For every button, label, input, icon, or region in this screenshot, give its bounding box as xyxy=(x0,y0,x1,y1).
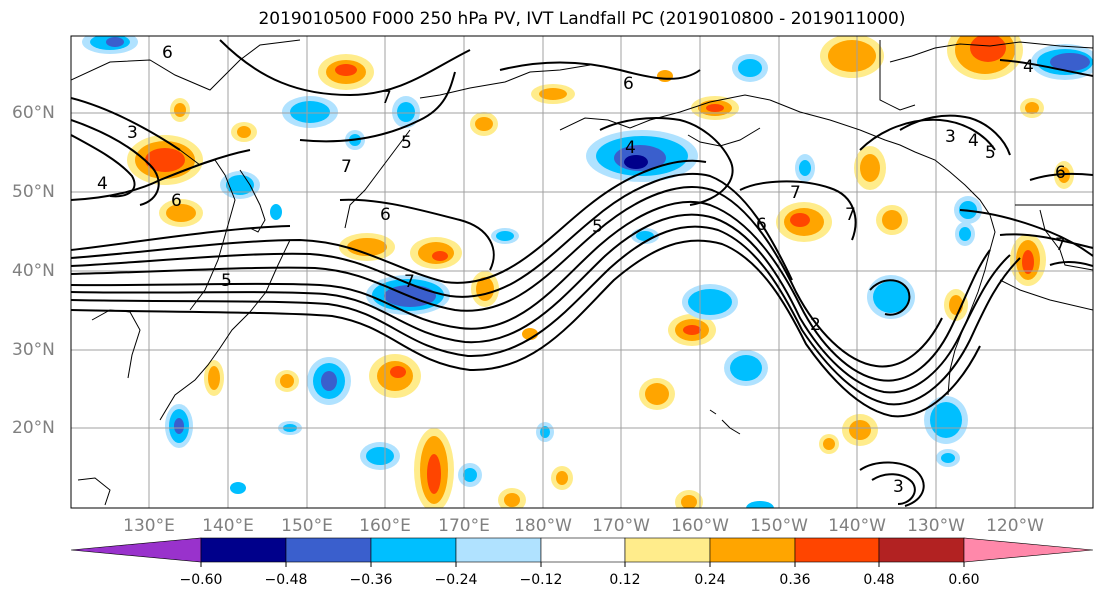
lat-label: 50°N xyxy=(12,182,55,202)
colorbar xyxy=(70,537,1094,563)
contour-label: 6 xyxy=(380,205,391,225)
lon-label: 180°W xyxy=(514,516,572,536)
colorbar-tick-label: −0.60 xyxy=(179,572,223,588)
contour-label: 4 xyxy=(97,174,108,194)
colorbar-tick-label: 0.48 xyxy=(863,572,895,588)
contour-label: 7 xyxy=(1055,235,1066,255)
colorbar-tick-label: 0.12 xyxy=(609,572,641,588)
colorbar-cell xyxy=(200,537,287,563)
lon-label: 170°W xyxy=(592,516,650,536)
lon-label: 120°W xyxy=(986,516,1044,536)
contour-label: 4 xyxy=(625,138,636,158)
colorbar-ticks xyxy=(200,562,965,567)
contour-label: 7 xyxy=(790,183,801,203)
map-frame xyxy=(70,35,1094,509)
colorbar-cell xyxy=(370,537,457,563)
lon-label: 150°E xyxy=(281,516,333,536)
contour-label: 7 xyxy=(845,205,856,225)
graticule xyxy=(71,36,1093,508)
contour-label: 5 xyxy=(985,143,996,163)
map-title: 2019010500 F000 250 hPa PV, IVT Landfall… xyxy=(258,9,906,29)
contour-label: 6 xyxy=(756,215,767,235)
colorbar-tick-label: 0.24 xyxy=(694,572,726,588)
contour-label: 3 xyxy=(127,123,138,143)
contour-label: 2 xyxy=(810,315,821,335)
lat-label: 60°N xyxy=(12,103,55,123)
contour-label: 7 xyxy=(404,272,415,292)
colorbar-cell xyxy=(455,537,542,563)
lat-label: 40°N xyxy=(12,261,55,281)
contour-label: 5 xyxy=(401,133,412,153)
ivt-contours xyxy=(71,39,1093,507)
contour-label: 6 xyxy=(623,74,634,94)
colorbar-tick-label: 0.60 xyxy=(948,572,980,588)
colorbar-tick-label: 0.36 xyxy=(779,572,811,588)
lon-label: 160°E xyxy=(359,516,411,536)
colorbar-tick-label: −0.48 xyxy=(264,572,308,588)
contour-label: 4 xyxy=(968,131,979,151)
colorbar-cell xyxy=(794,537,880,563)
contour-label: 6 xyxy=(162,43,173,63)
contour-label: 5 xyxy=(592,217,603,237)
colorbar-cell xyxy=(963,537,1094,563)
lon-label: 160°W xyxy=(671,516,729,536)
contour-labels: 6 7 5 3 4 6 7 6 7 5 4 6 7 6 7 3 4 5 6 7 … xyxy=(97,43,1066,497)
contour-label: 3 xyxy=(945,127,956,147)
map-area xyxy=(71,36,1093,508)
lon-label: 140°W xyxy=(828,516,886,536)
contour-label: 5 xyxy=(221,271,232,291)
lon-label: 150°W xyxy=(750,516,808,536)
contour-label: 6 xyxy=(171,191,182,211)
lon-label: 130°W xyxy=(907,516,965,536)
contour-label: 7 xyxy=(341,157,352,177)
contour-label: 4 xyxy=(1023,57,1034,77)
colorbar-cell xyxy=(878,537,965,563)
lon-label: 140°E xyxy=(202,516,254,536)
lat-label: 20°N xyxy=(12,418,55,438)
colorbar-cell xyxy=(709,537,796,563)
colorbar-tick-label: −0.12 xyxy=(519,572,563,588)
colorbar-tick-label: −0.36 xyxy=(349,572,393,588)
lat-label: 30°N xyxy=(12,340,55,360)
colorbar-cell xyxy=(285,537,372,563)
lon-label: 130°E xyxy=(123,516,175,536)
contour-label: 3 xyxy=(893,477,904,497)
lon-label: 170°E xyxy=(438,516,490,536)
colorbar-cell xyxy=(540,537,626,563)
colorbar-tick-label: −0.24 xyxy=(434,572,478,588)
contour-label: 6 xyxy=(1055,163,1066,183)
colorbar-cell xyxy=(70,537,202,563)
colorbar-cell xyxy=(624,537,711,563)
contour-label: 7 xyxy=(381,88,392,108)
